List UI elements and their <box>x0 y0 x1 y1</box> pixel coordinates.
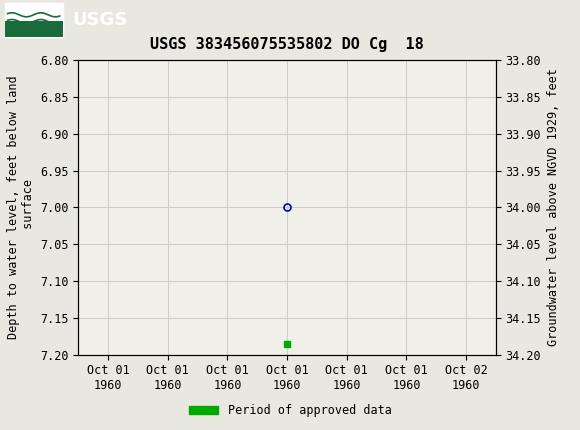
Y-axis label: Depth to water level, feet below land
 surface: Depth to water level, feet below land su… <box>6 76 35 339</box>
Y-axis label: Groundwater level above NGVD 1929, feet: Groundwater level above NGVD 1929, feet <box>547 68 560 347</box>
FancyBboxPatch shape <box>5 21 63 37</box>
Title: USGS 383456075535802 DO Cg  18: USGS 383456075535802 DO Cg 18 <box>150 37 424 52</box>
Legend: Period of approved data: Period of approved data <box>184 399 396 422</box>
Text: USGS: USGS <box>72 11 128 29</box>
FancyBboxPatch shape <box>5 3 63 37</box>
